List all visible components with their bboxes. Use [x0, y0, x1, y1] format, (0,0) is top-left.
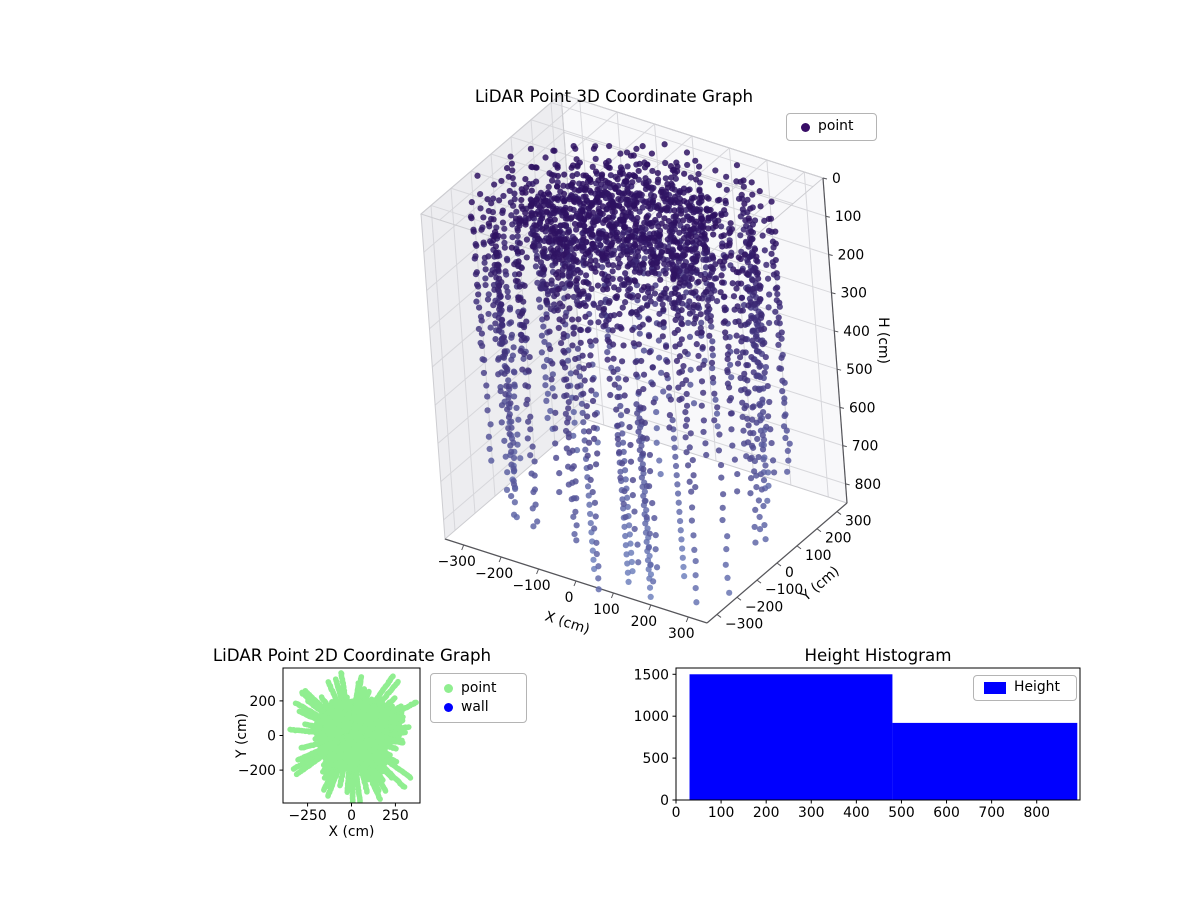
legend-item-point-3d: point — [801, 118, 868, 135]
legend-2d: point wall — [430, 673, 527, 723]
legend-label-point-3d: point — [818, 118, 854, 135]
point-marker-icon — [801, 122, 810, 132]
title-histogram: Height Histogram — [804, 645, 952, 665]
wall-marker-icon — [444, 702, 453, 712]
legend-item-point-2d: point — [444, 679, 518, 696]
legend-item-wall-2d: wall — [444, 698, 518, 715]
legend-3d: point — [786, 113, 877, 141]
legend-label-wall-2d: wall — [461, 698, 489, 715]
height-patch-icon — [984, 682, 1006, 694]
legend-label-point-2d: point — [461, 679, 497, 696]
legend-label-height: Height — [1014, 679, 1060, 696]
legend-histogram: Height — [973, 675, 1077, 701]
legend-item-height: Height — [984, 679, 1068, 696]
title-2d-chart: LiDAR Point 2D Coordinate Graph — [212, 645, 492, 665]
point-marker-icon — [444, 684, 453, 694]
title-3d-chart: LiDAR Point 3D Coordinate Graph — [474, 86, 754, 106]
